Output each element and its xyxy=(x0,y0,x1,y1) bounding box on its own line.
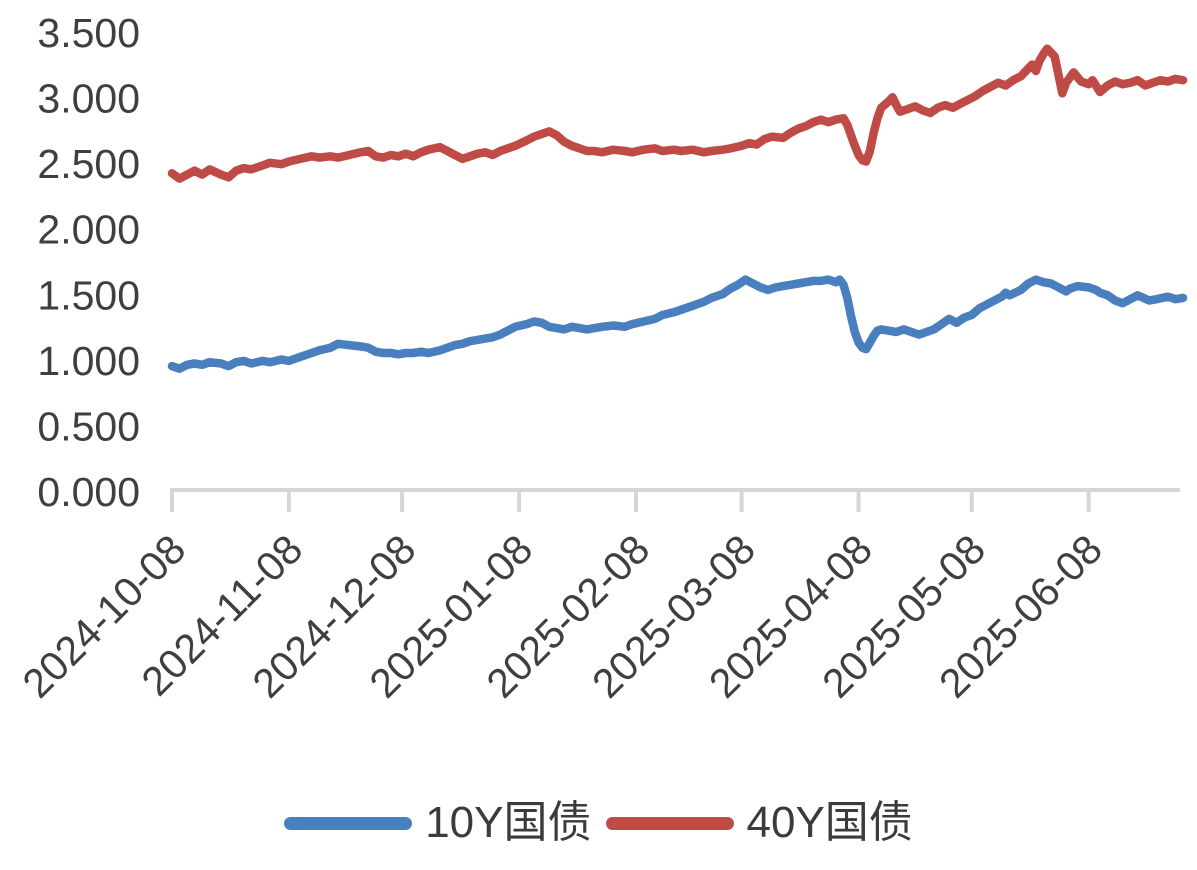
y-tick-label: 3.500 xyxy=(37,10,140,56)
y-tick-label: 2.000 xyxy=(37,207,140,253)
legend-item-40Y国债: 40Y国债 xyxy=(605,798,913,847)
legend-line-swatch xyxy=(605,816,734,830)
y-tick-label: 1.500 xyxy=(37,272,140,318)
y-tick-label: 0.500 xyxy=(37,403,140,449)
y-tick-label: 2.500 xyxy=(37,141,140,187)
y-tick-label: 1.000 xyxy=(37,338,140,384)
y-axis-labels: 0.000 0.500 1.000 1.500 2.000 2.500 3.000 3.500 xyxy=(37,10,140,515)
series-line-40Y国债 xyxy=(167,44,1188,183)
x-axis xyxy=(170,488,1180,512)
legend-item-10Y国债: 10Y国债 xyxy=(284,798,592,847)
legend-line-swatch xyxy=(284,816,413,830)
y-tick-label: 3.000 xyxy=(37,76,140,122)
legend-label: 10Y国债 xyxy=(425,798,592,847)
series-lines xyxy=(167,44,1188,373)
series-line-10Y国债 xyxy=(167,275,1188,373)
legend-label: 40Y国债 xyxy=(746,798,913,847)
chart-legend: 10Y国债 40Y国债 xyxy=(0,801,1197,845)
y-tick-label: 0.000 xyxy=(37,469,140,515)
x-axis-labels: 2024-10-082024-11-082024-12-082025-01-08… xyxy=(14,526,1112,707)
